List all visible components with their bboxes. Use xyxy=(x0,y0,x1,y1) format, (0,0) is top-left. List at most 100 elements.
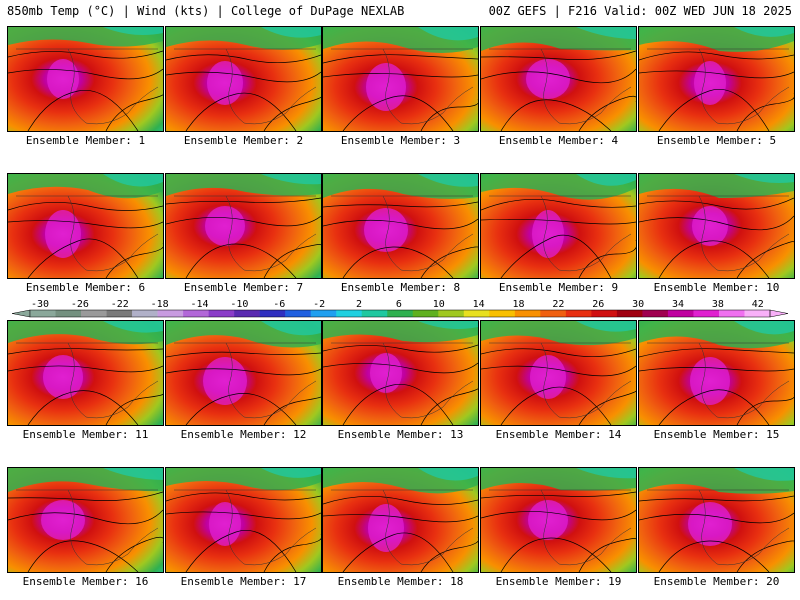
colorbar-swatch xyxy=(540,310,567,317)
colorbar-swatch xyxy=(81,310,107,317)
temperature-map xyxy=(322,320,479,426)
ensemble-panel: Ensemble Member: 12 xyxy=(165,320,322,450)
ensemble-panel: Ensemble Member: 8 xyxy=(322,173,479,303)
ensemble-panel: Ensemble Member: 14 xyxy=(480,320,637,450)
colorbar-arrow-low xyxy=(11,309,31,318)
colorbar-swatch xyxy=(157,310,184,317)
temperature-map xyxy=(7,173,164,279)
member-label: Ensemble Member: 8 xyxy=(340,281,461,294)
colorbar-tick-label: -6 xyxy=(273,299,285,310)
member-label: Ensemble Member: 14 xyxy=(495,428,622,441)
member-label: Ensemble Member: 9 xyxy=(498,281,619,294)
member-label: Ensemble Member: 7 xyxy=(183,281,304,294)
colorbar-tick-label: 14 xyxy=(473,299,485,310)
temperature-map xyxy=(165,320,322,426)
ensemble-panel: Ensemble Member: 9 xyxy=(480,173,637,303)
member-label: Ensemble Member: 13 xyxy=(337,428,464,441)
ensemble-panel: Ensemble Member: 20 xyxy=(638,467,795,597)
colorbar-swatch xyxy=(744,310,771,317)
colorbar-swatch xyxy=(208,310,235,317)
temperature-map xyxy=(480,320,637,426)
colorbar-tick-label: -10 xyxy=(230,299,248,310)
ensemble-panel: Ensemble Member: 1 xyxy=(7,26,164,156)
colorbar-swatch xyxy=(718,310,745,317)
ensemble-panel: Ensemble Member: 16 xyxy=(7,467,164,597)
colorbar-swatch xyxy=(514,310,541,317)
colorbar-swatch xyxy=(693,310,720,317)
temperature-map xyxy=(638,467,795,573)
ensemble-panel: Ensemble Member: 3 xyxy=(322,26,479,156)
colorbar-tick-label: 42 xyxy=(752,299,764,310)
temperature-map xyxy=(322,467,479,573)
colorbar-swatch xyxy=(183,310,209,317)
chart-title: 850mb Temp (°C) | Wind (kts) | College o… xyxy=(7,4,405,18)
colorbar-tick-label: 38 xyxy=(712,299,724,310)
temperature-map xyxy=(165,26,322,132)
member-label: Ensemble Member: 15 xyxy=(653,428,780,441)
temperature-map xyxy=(322,26,479,132)
ensemble-panel: Ensemble Member: 2 xyxy=(165,26,322,156)
colorbar-swatch xyxy=(336,310,363,317)
member-label: Ensemble Member: 12 xyxy=(180,428,307,441)
member-label: Ensemble Member: 2 xyxy=(183,134,304,147)
ensemble-panel: Ensemble Member: 19 xyxy=(480,467,637,597)
colorbar-tick-label: 34 xyxy=(672,299,684,310)
member-label: Ensemble Member: 11 xyxy=(22,428,149,441)
member-label: Ensemble Member: 5 xyxy=(656,134,777,147)
colorbar-swatch xyxy=(132,310,158,317)
ensemble-panel: Ensemble Member: 15 xyxy=(638,320,795,450)
colorbar-swatch xyxy=(438,310,465,317)
temperature-map xyxy=(7,467,164,573)
ensemble-panel: Ensemble Member: 5 xyxy=(638,26,795,156)
ensemble-panel: Ensemble Member: 7 xyxy=(165,173,322,303)
colorbar-tick-label: -22 xyxy=(111,299,129,310)
colorbar-swatch xyxy=(667,310,694,317)
ensemble-panel: Ensemble Member: 10 xyxy=(638,173,795,303)
colorbar-swatch xyxy=(591,310,618,317)
ensemble-panel: Ensemble Member: 17 xyxy=(165,467,322,597)
member-label: Ensemble Member: 6 xyxy=(25,281,146,294)
temperature-map xyxy=(638,26,795,132)
colorbar-tick-label: -30 xyxy=(31,299,49,310)
colorbar-tick-label: -14 xyxy=(190,299,208,310)
colorbar-tick-label: -18 xyxy=(151,299,169,310)
colorbar-swatch xyxy=(387,310,414,317)
colorbar-swatch xyxy=(30,310,56,317)
temperature-map xyxy=(480,173,637,279)
colorbar-swatch xyxy=(489,310,516,317)
run-info: 00Z GEFS | F216 Valid: 00Z WED JUN 18 20… xyxy=(488,4,792,18)
temperature-map xyxy=(7,320,164,426)
temperature-map xyxy=(480,26,637,132)
temperature-colorbar: -30 -26 -22 -18 -14 -10 -6 -2 2 6 10 14 18 22 26 30 34 38… xyxy=(11,299,789,318)
temperature-map xyxy=(638,173,795,279)
colorbar-tick-label: 22 xyxy=(552,299,564,310)
colorbar-outline xyxy=(29,309,771,318)
member-label: Ensemble Member: 18 xyxy=(337,575,464,588)
colorbar-tick-label: 30 xyxy=(632,299,644,310)
member-label: Ensemble Member: 1 xyxy=(25,134,146,147)
colorbar-swatch xyxy=(616,310,643,317)
colorbar-swatch xyxy=(565,310,592,317)
colorbar-swatch xyxy=(106,310,133,317)
temperature-map xyxy=(480,467,637,573)
member-label: Ensemble Member: 16 xyxy=(22,575,149,588)
temperature-map xyxy=(638,320,795,426)
temperature-map xyxy=(322,173,479,279)
member-label: Ensemble Member: 20 xyxy=(653,575,780,588)
member-label: Ensemble Member: 19 xyxy=(495,575,622,588)
colorbar-swatch xyxy=(285,310,311,317)
colorbar-swatch xyxy=(412,310,439,317)
colorbar-swatch xyxy=(361,310,388,317)
ensemble-panel: Ensemble Member: 4 xyxy=(480,26,637,156)
ensemble-panel: Ensemble Member: 11 xyxy=(7,320,164,450)
colorbar-swatch xyxy=(259,310,286,317)
temperature-map xyxy=(7,26,164,132)
colorbar-tick-label: 18 xyxy=(513,299,525,310)
member-label: Ensemble Member: 3 xyxy=(340,134,461,147)
temperature-map xyxy=(165,467,322,573)
ensemble-panel: Ensemble Member: 6 xyxy=(7,173,164,303)
member-label: Ensemble Member: 10 xyxy=(653,281,780,294)
colorbar-tick-label: 26 xyxy=(592,299,604,310)
colorbar-tick-label: 2 xyxy=(356,299,362,310)
temperature-map xyxy=(165,173,322,279)
